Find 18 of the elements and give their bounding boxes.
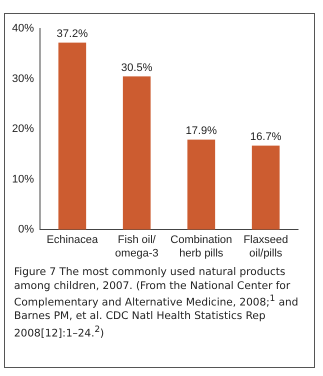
y-tick-label: 20% (12, 123, 34, 136)
bar (58, 42, 86, 230)
x-tick-label: Combination herb pills (170, 234, 232, 260)
text: Figure 7 The most commonly used natural products among children, 2007. (From the National Center for Complementary and Alternative Medicine, 2008;$^{1}$ and Barnes PM, et al. CDC Natl Health Statistics Rep 2008[12]:1–24.$^{2}$) (14, 266, 298, 339)
data-label: 37.2% (56, 28, 88, 40)
bar (252, 146, 280, 230)
data-label: 16.7% (250, 131, 282, 144)
y-tick-label: 30% (12, 72, 34, 85)
x-tick-label: Flaxseed oil/pills (243, 234, 288, 260)
bar (122, 76, 151, 230)
x-tick-label: Echinacea (46, 234, 99, 246)
x-tick-label: Fish oil/ omega-3 (115, 234, 158, 260)
bar (187, 140, 216, 230)
y-tick-label: 10% (12, 173, 34, 186)
y-tick-label: 40% (12, 22, 34, 35)
data-label: 30.5% (121, 62, 153, 74)
data-label: 17.9% (186, 125, 218, 138)
y-tick-label: 0% (18, 224, 34, 236)
